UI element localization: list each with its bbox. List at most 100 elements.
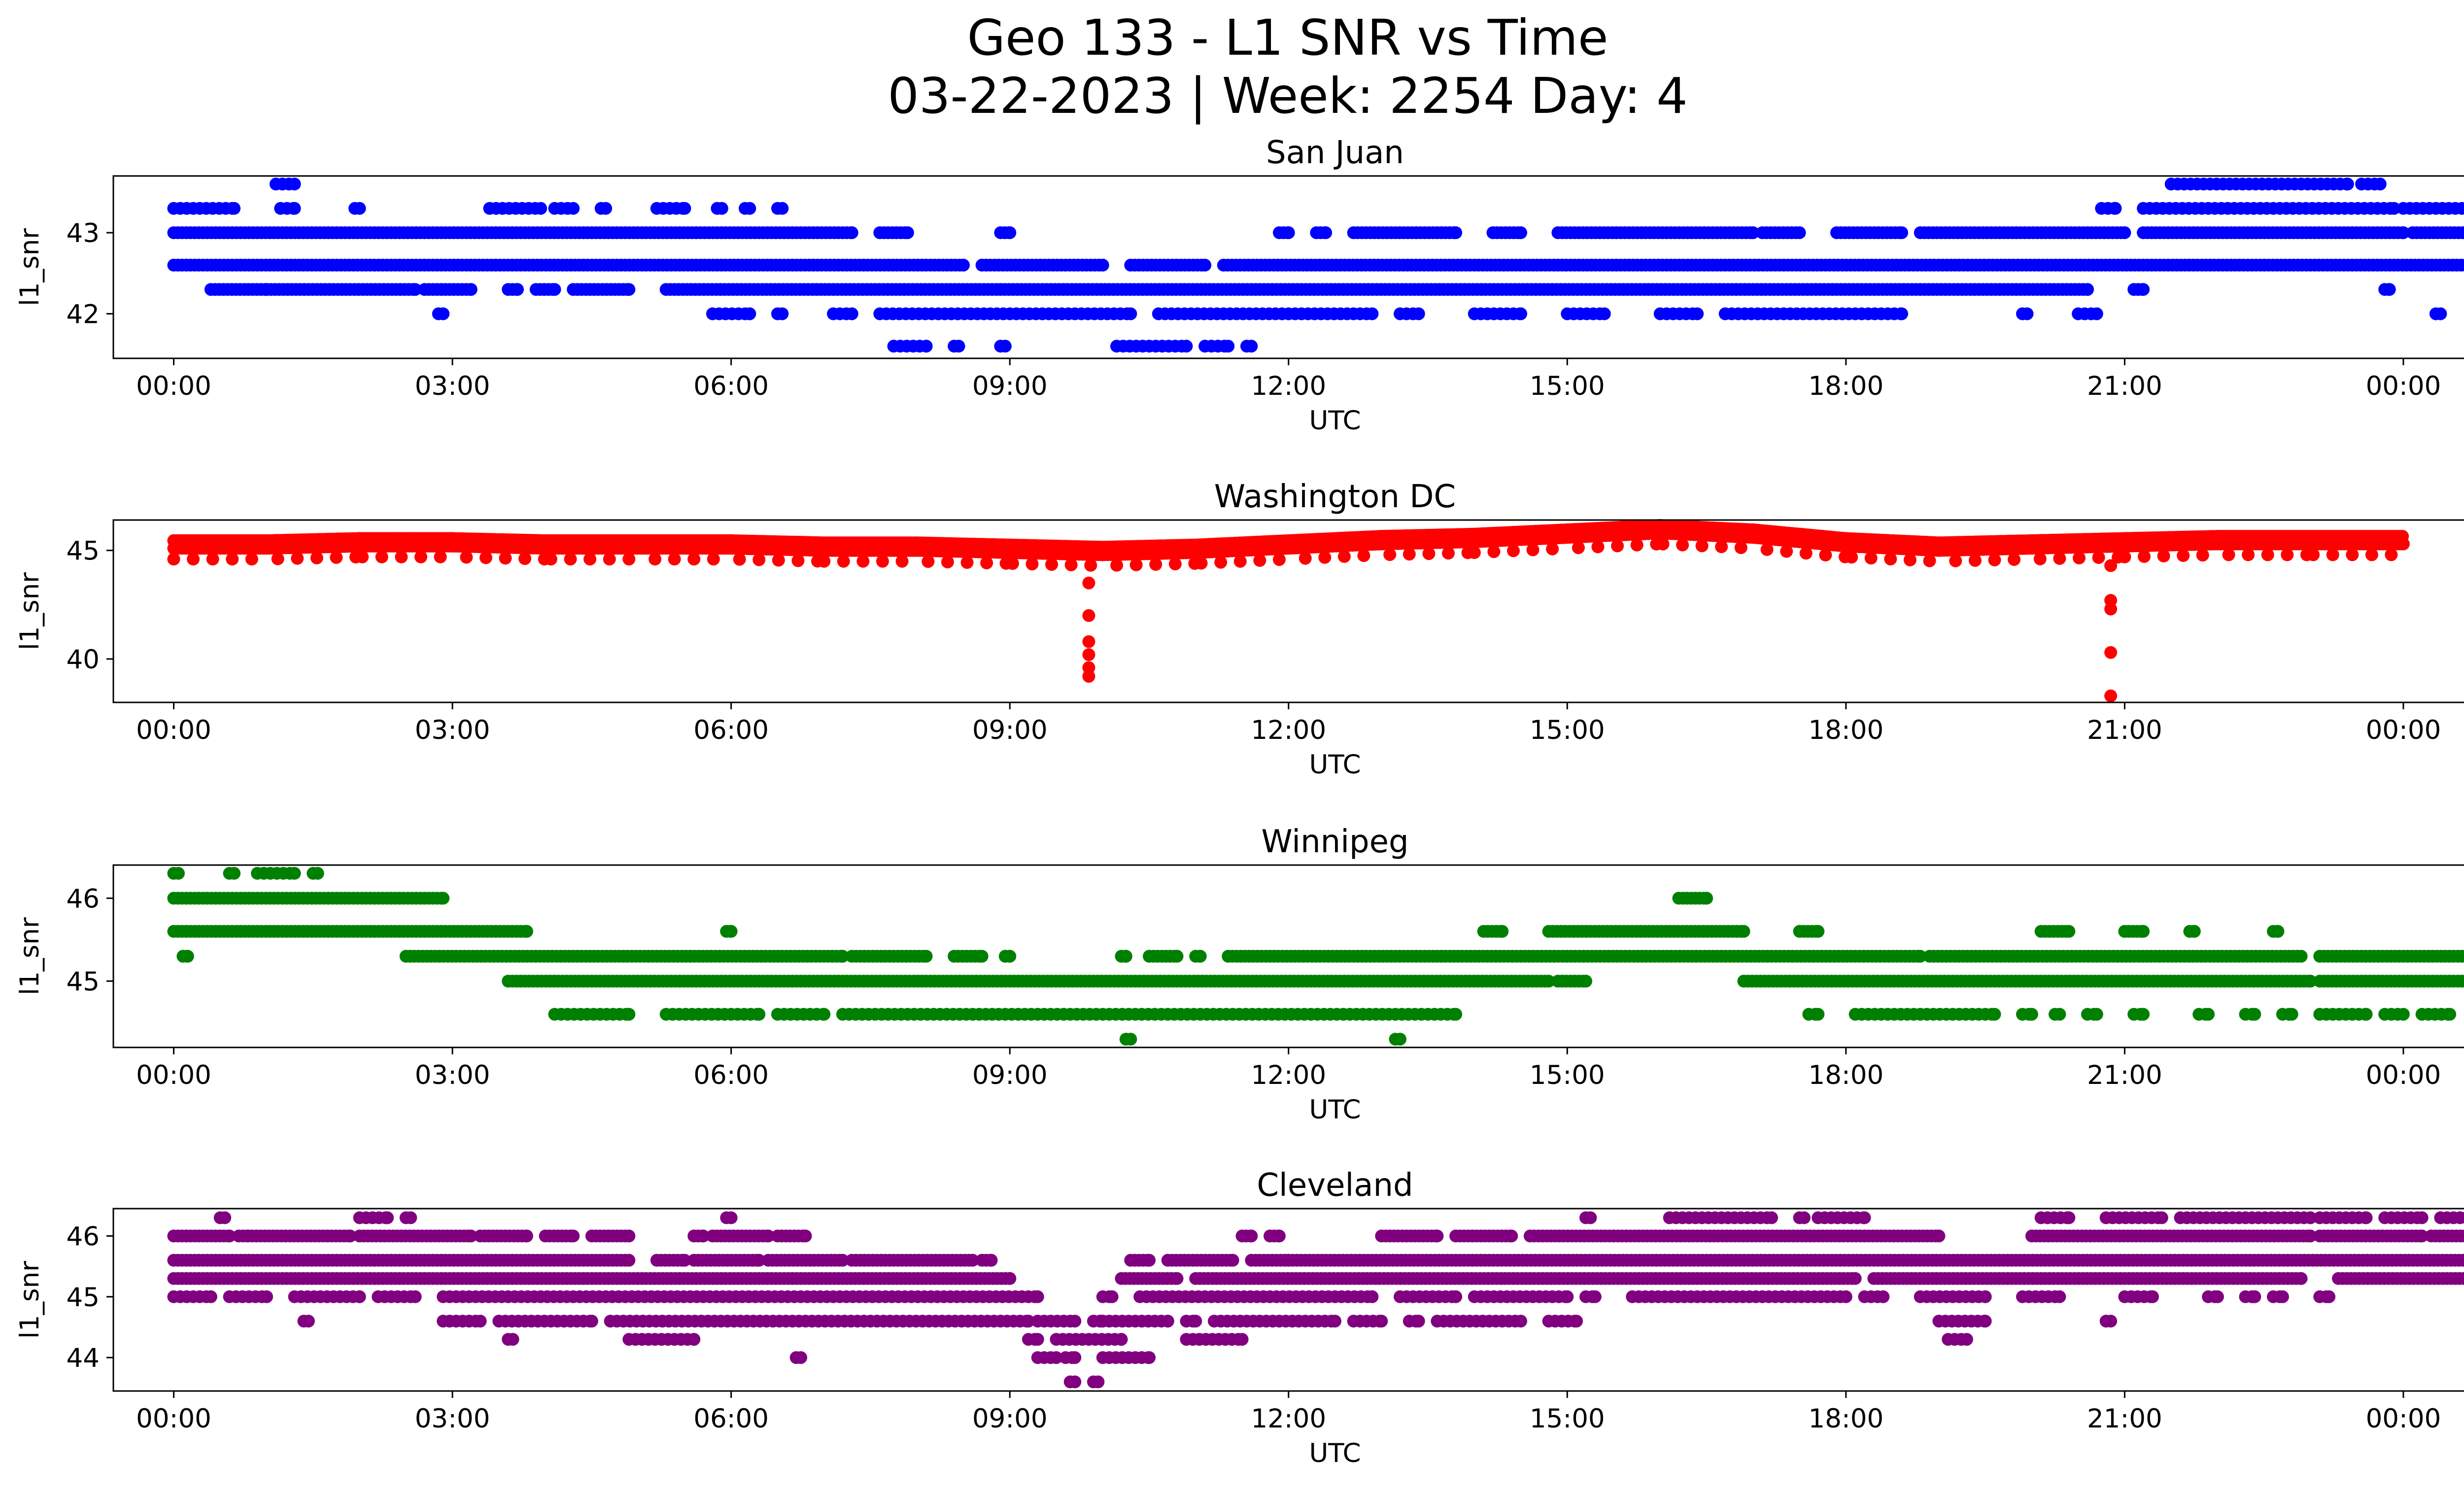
winnipeg-point [2294,950,2308,963]
washington-dc-point [2104,689,2118,702]
san-juan-point [2462,204,2464,213]
san-juan-point [776,202,789,215]
san-juan-x-tick-label: 00:00 [2366,371,2441,401]
winnipeg-point [1170,950,1184,963]
washington-dc-point [1611,539,1624,553]
winnipeg-point [2285,1008,2298,1021]
winnipeg-point [1988,1008,2001,1021]
washington-dc-x-tick-label: 15:00 [1530,715,1605,745]
washington-dc-point [1082,648,1095,661]
cleveland-point [1765,1211,1778,1224]
winnipeg-y-tick-label: 46 [67,884,100,914]
washington-dc-point [2346,548,2359,561]
san-juan-x-tick-label: 15:00 [1530,371,1605,401]
winnipeg-y-axis-label: l1_snr [15,917,45,995]
san-juan-point [1180,340,1193,353]
winnipeg-point [2025,1008,2038,1021]
san-juan-point [1096,258,1109,272]
san-juan-point [1514,307,1527,320]
washington-dc-point [1422,547,1436,560]
san-juan-point [409,283,422,296]
winnipeg-x-axis: 00:00 03:00 06:00 09:00 12:00 15:00 18:00 21:00… [136,1047,2441,1125]
washington-dc-point [1403,548,1416,561]
san-juan-x-tick-label: 12:00 [1251,371,1326,401]
san-juan-x-tick-label: 18:00 [1808,371,1883,401]
figure-title: Geo 133 - L1 SNR vs Time 03-22-2023 | We… [0,9,2464,125]
san-juan-point [2396,226,2410,240]
winnipeg-point [2053,1008,2066,1021]
san-juan-y-axis-label: l1_snr [15,228,45,306]
san-juan-point [2109,202,2122,215]
washington-dc-point [1082,609,1095,622]
washington-dc-point [1949,554,1962,567]
cleveland-point [2062,1211,2076,1224]
san-juan-point [1222,340,1235,353]
san-juan-point [288,177,301,191]
washington-dc-point [1129,558,1143,571]
washington-dc-point [544,553,557,566]
washington-dc-panel-title: Washington DC [1214,479,1456,515]
san-juan-point [1412,307,1425,320]
san-juan-point [2388,202,2401,215]
washington-dc-point [1442,547,1455,560]
winnipeg-point [1119,950,1132,963]
san-juan-point [2081,283,2094,296]
san-juan-point [743,307,756,320]
san-juan-point [845,307,858,320]
san-juan-point [1598,307,1611,320]
washington-dc-point [375,550,388,563]
washington-dc-point [2118,550,2131,563]
washington-dc-point [564,553,577,566]
san-juan-x-tick-label: 09:00 [972,371,1048,401]
washington-dc-point [2104,646,2118,659]
winnipeg-point [181,950,194,963]
washington-dc-point [245,553,258,566]
winnipeg-point [1003,950,1017,963]
san-juan-point [2461,227,2464,239]
san-juan-point [1895,307,1908,320]
winnipeg-point [288,867,301,880]
winnipeg-point [2202,1008,2215,1021]
san-juan-point [1366,307,1379,320]
san-juan-point [599,202,613,215]
washington-dc-x-tick-label: 00:00 [136,715,211,745]
washington-dc-point [1630,538,1643,552]
washington-dc-point [2385,548,2398,561]
winnipeg-point [2271,925,2285,938]
winnipeg-x-tick-label: 12:00 [1251,1060,1326,1090]
washington-dc-point [1357,549,1370,562]
winnipeg-points [167,867,2464,1046]
san-juan-point [678,202,691,215]
washington-dc-point [2073,552,2086,564]
washington-dc-point [1233,555,1247,568]
winnipeg-point [753,1008,766,1021]
washington-dc-point [2222,548,2235,561]
washington-dc-point [2104,559,2118,572]
washington-dc-point [414,550,427,563]
winnipeg-x-axis-label: UTC [1309,1095,1361,1125]
washington-dc-point [1082,635,1095,648]
winnipeg-point [2137,1008,2150,1021]
washington-dc-point [583,553,597,566]
washington-dc-point [1195,556,1208,570]
washington-dc-point [818,555,831,568]
winnipeg-point [1124,1033,1137,1046]
san-juan-point [437,307,450,320]
san-juan-point [845,226,858,240]
san-juan-point [2341,177,2354,191]
washington-dc-point [1110,558,1123,572]
san-juan-point [1691,307,1704,320]
figure-title-line2: 03-22-2023 | Week: 2254 Day: 4 [888,67,1688,125]
cleveland-point [2155,1211,2168,1224]
washington-dc-point [356,550,369,563]
san-juan-x-tick-label: 00:00 [136,371,211,401]
san-juan-point [2463,261,2464,269]
san-juan-point [2383,283,2396,296]
winnipeg-point [975,950,989,963]
san-juan-point [2020,307,2034,320]
winnipeg-point [2396,1008,2410,1021]
washington-dc-point [2092,551,2105,564]
washington-dc-x-axis: 00:00 03:00 06:00 09:00 12:00 15:00 18:00 21:00… [136,702,2441,780]
